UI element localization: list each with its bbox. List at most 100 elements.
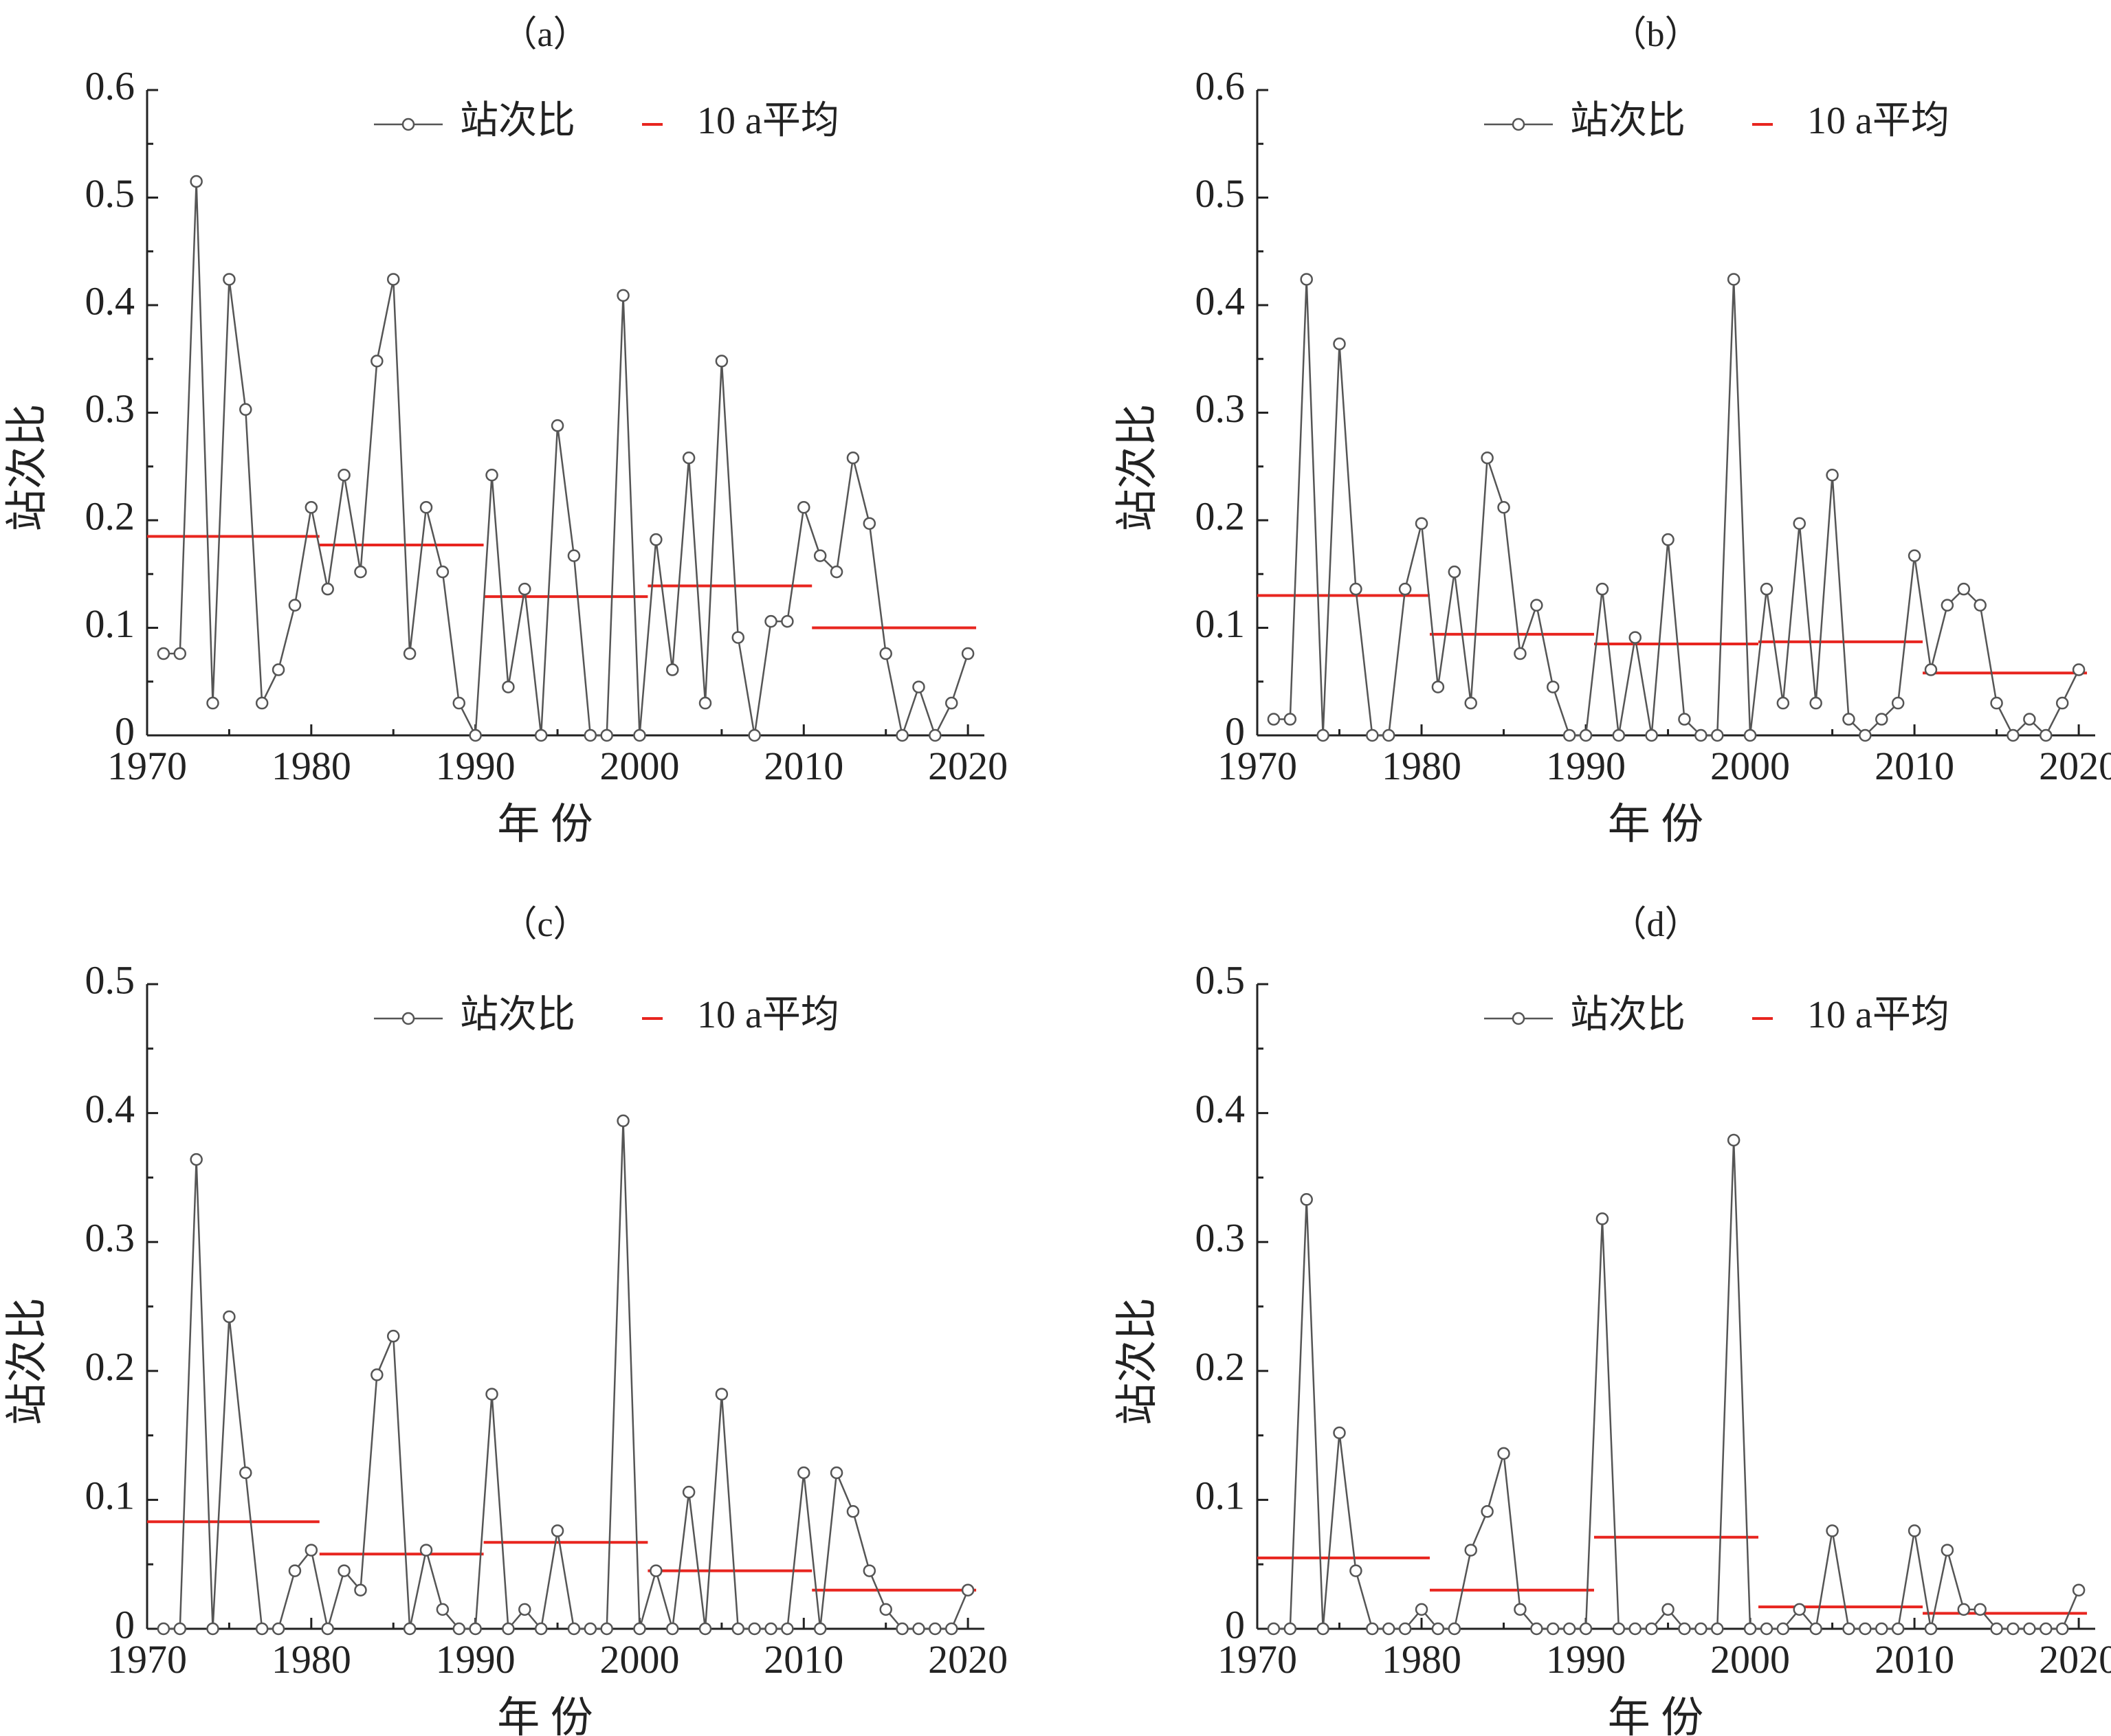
legend-marker-swatch	[401, 1012, 415, 1025]
data-point	[255, 696, 269, 710]
data-point	[1333, 337, 1346, 350]
data-point	[1678, 1622, 1691, 1636]
x-tick-label: 2000	[1710, 1637, 1790, 1682]
data-point	[617, 1114, 630, 1128]
data-point	[879, 1603, 892, 1616]
data-point	[830, 565, 843, 579]
data-point	[386, 1329, 400, 1343]
x-tick-label: 2000	[1710, 744, 1790, 788]
series-line	[163, 1120, 969, 1632]
data-point	[354, 1583, 367, 1596]
data-point	[1694, 1622, 1707, 1636]
data-point	[452, 1622, 466, 1636]
data-point	[944, 1622, 958, 1636]
y-axis-title: 站次比	[1114, 403, 1161, 531]
data-point	[1809, 696, 1822, 710]
data-point	[1267, 713, 1281, 726]
data-point	[944, 696, 958, 710]
x-tick-label: 1970	[107, 744, 187, 788]
data-point	[469, 728, 482, 742]
data-point	[1267, 1622, 1281, 1636]
y-tick-label: 0	[115, 1602, 135, 1647]
data-point	[781, 1622, 794, 1636]
series-line	[1273, 279, 2080, 737]
data-point	[1875, 1622, 1888, 1636]
data-point	[731, 1622, 745, 1636]
data-point	[617, 289, 630, 302]
data-point	[650, 1564, 663, 1577]
data-point	[863, 517, 876, 530]
data-point	[912, 680, 925, 693]
data-point	[896, 1622, 909, 1636]
data-point	[1300, 1193, 1313, 1206]
data-point	[1859, 728, 1872, 742]
y-tick-label: 0.5	[85, 957, 135, 1002]
legend-label: 10 a平均	[1807, 994, 1949, 1036]
y-tick-label: 0.1	[85, 1473, 135, 1518]
data-point	[2072, 1583, 2086, 1596]
y-axis-title: 站次比	[4, 1298, 51, 1425]
y-tick-label: 0.3	[85, 386, 135, 431]
data-point	[650, 533, 663, 546]
data-point	[863, 1564, 876, 1577]
legend-marker-swatch	[401, 118, 415, 131]
data-point	[1859, 1622, 1872, 1636]
data-point	[1941, 599, 1954, 612]
y-tick-label: 0	[1225, 1602, 1245, 1647]
data-point	[419, 1544, 433, 1557]
data-point	[1349, 1564, 1362, 1577]
y-tick-label: 0.4	[1195, 1087, 1246, 1131]
x-tick-label: 1990	[1546, 1637, 1626, 1682]
y-tick-label: 0	[1225, 709, 1245, 753]
data-point	[1743, 1622, 1757, 1636]
legend-marker-swatch	[1512, 118, 1525, 131]
data-point	[1924, 663, 1938, 676]
data-point	[1530, 599, 1543, 612]
data-point	[567, 1622, 581, 1636]
data-point	[321, 1622, 334, 1636]
data-point	[813, 549, 827, 562]
x-tick-label: 1980	[272, 1637, 351, 1682]
data-point	[157, 647, 170, 660]
legend-label: 10 a平均	[1807, 100, 1949, 142]
data-point	[190, 1153, 203, 1166]
data-point	[715, 355, 729, 368]
data-point	[338, 469, 351, 482]
x-tick-label: 2020	[928, 1637, 1008, 1682]
series-line	[1273, 1139, 2080, 1631]
data-point	[534, 728, 548, 742]
data-point	[1990, 696, 2003, 710]
data-point	[1826, 469, 1839, 482]
x-tick-label: 1990	[1546, 744, 1626, 788]
data-point	[2055, 696, 2069, 710]
y-tick-label: 0.2	[1195, 493, 1246, 538]
x-tick-label: 2010	[1875, 744, 1954, 788]
data-point	[1398, 582, 1412, 596]
data-point	[2040, 1622, 2053, 1636]
data-point	[1464, 1544, 1477, 1557]
data-point	[1497, 500, 1510, 514]
data-point	[1612, 728, 1626, 742]
data-point	[534, 1622, 548, 1636]
data-point	[1661, 1603, 1675, 1616]
data-point	[2023, 1622, 2036, 1636]
data-point	[518, 1603, 531, 1616]
data-point	[1562, 1622, 1576, 1636]
data-point	[1514, 647, 1527, 660]
data-point	[879, 647, 892, 660]
data-point	[1316, 1622, 1329, 1636]
y-tick-label: 0.1	[1195, 1473, 1246, 1518]
data-point	[2055, 1622, 2069, 1636]
data-point	[600, 728, 613, 742]
data-point	[1448, 565, 1461, 579]
data-point	[1382, 1622, 1395, 1636]
data-point	[1514, 1603, 1527, 1616]
data-point	[1628, 631, 1642, 644]
y-tick-label: 0.6	[85, 63, 135, 108]
data-point	[452, 696, 466, 710]
data-point	[2040, 728, 2053, 742]
data-point	[715, 1388, 729, 1401]
data-point	[929, 1622, 942, 1636]
data-point	[1694, 728, 1707, 742]
x-tick-label: 2020	[2039, 1637, 2111, 1682]
